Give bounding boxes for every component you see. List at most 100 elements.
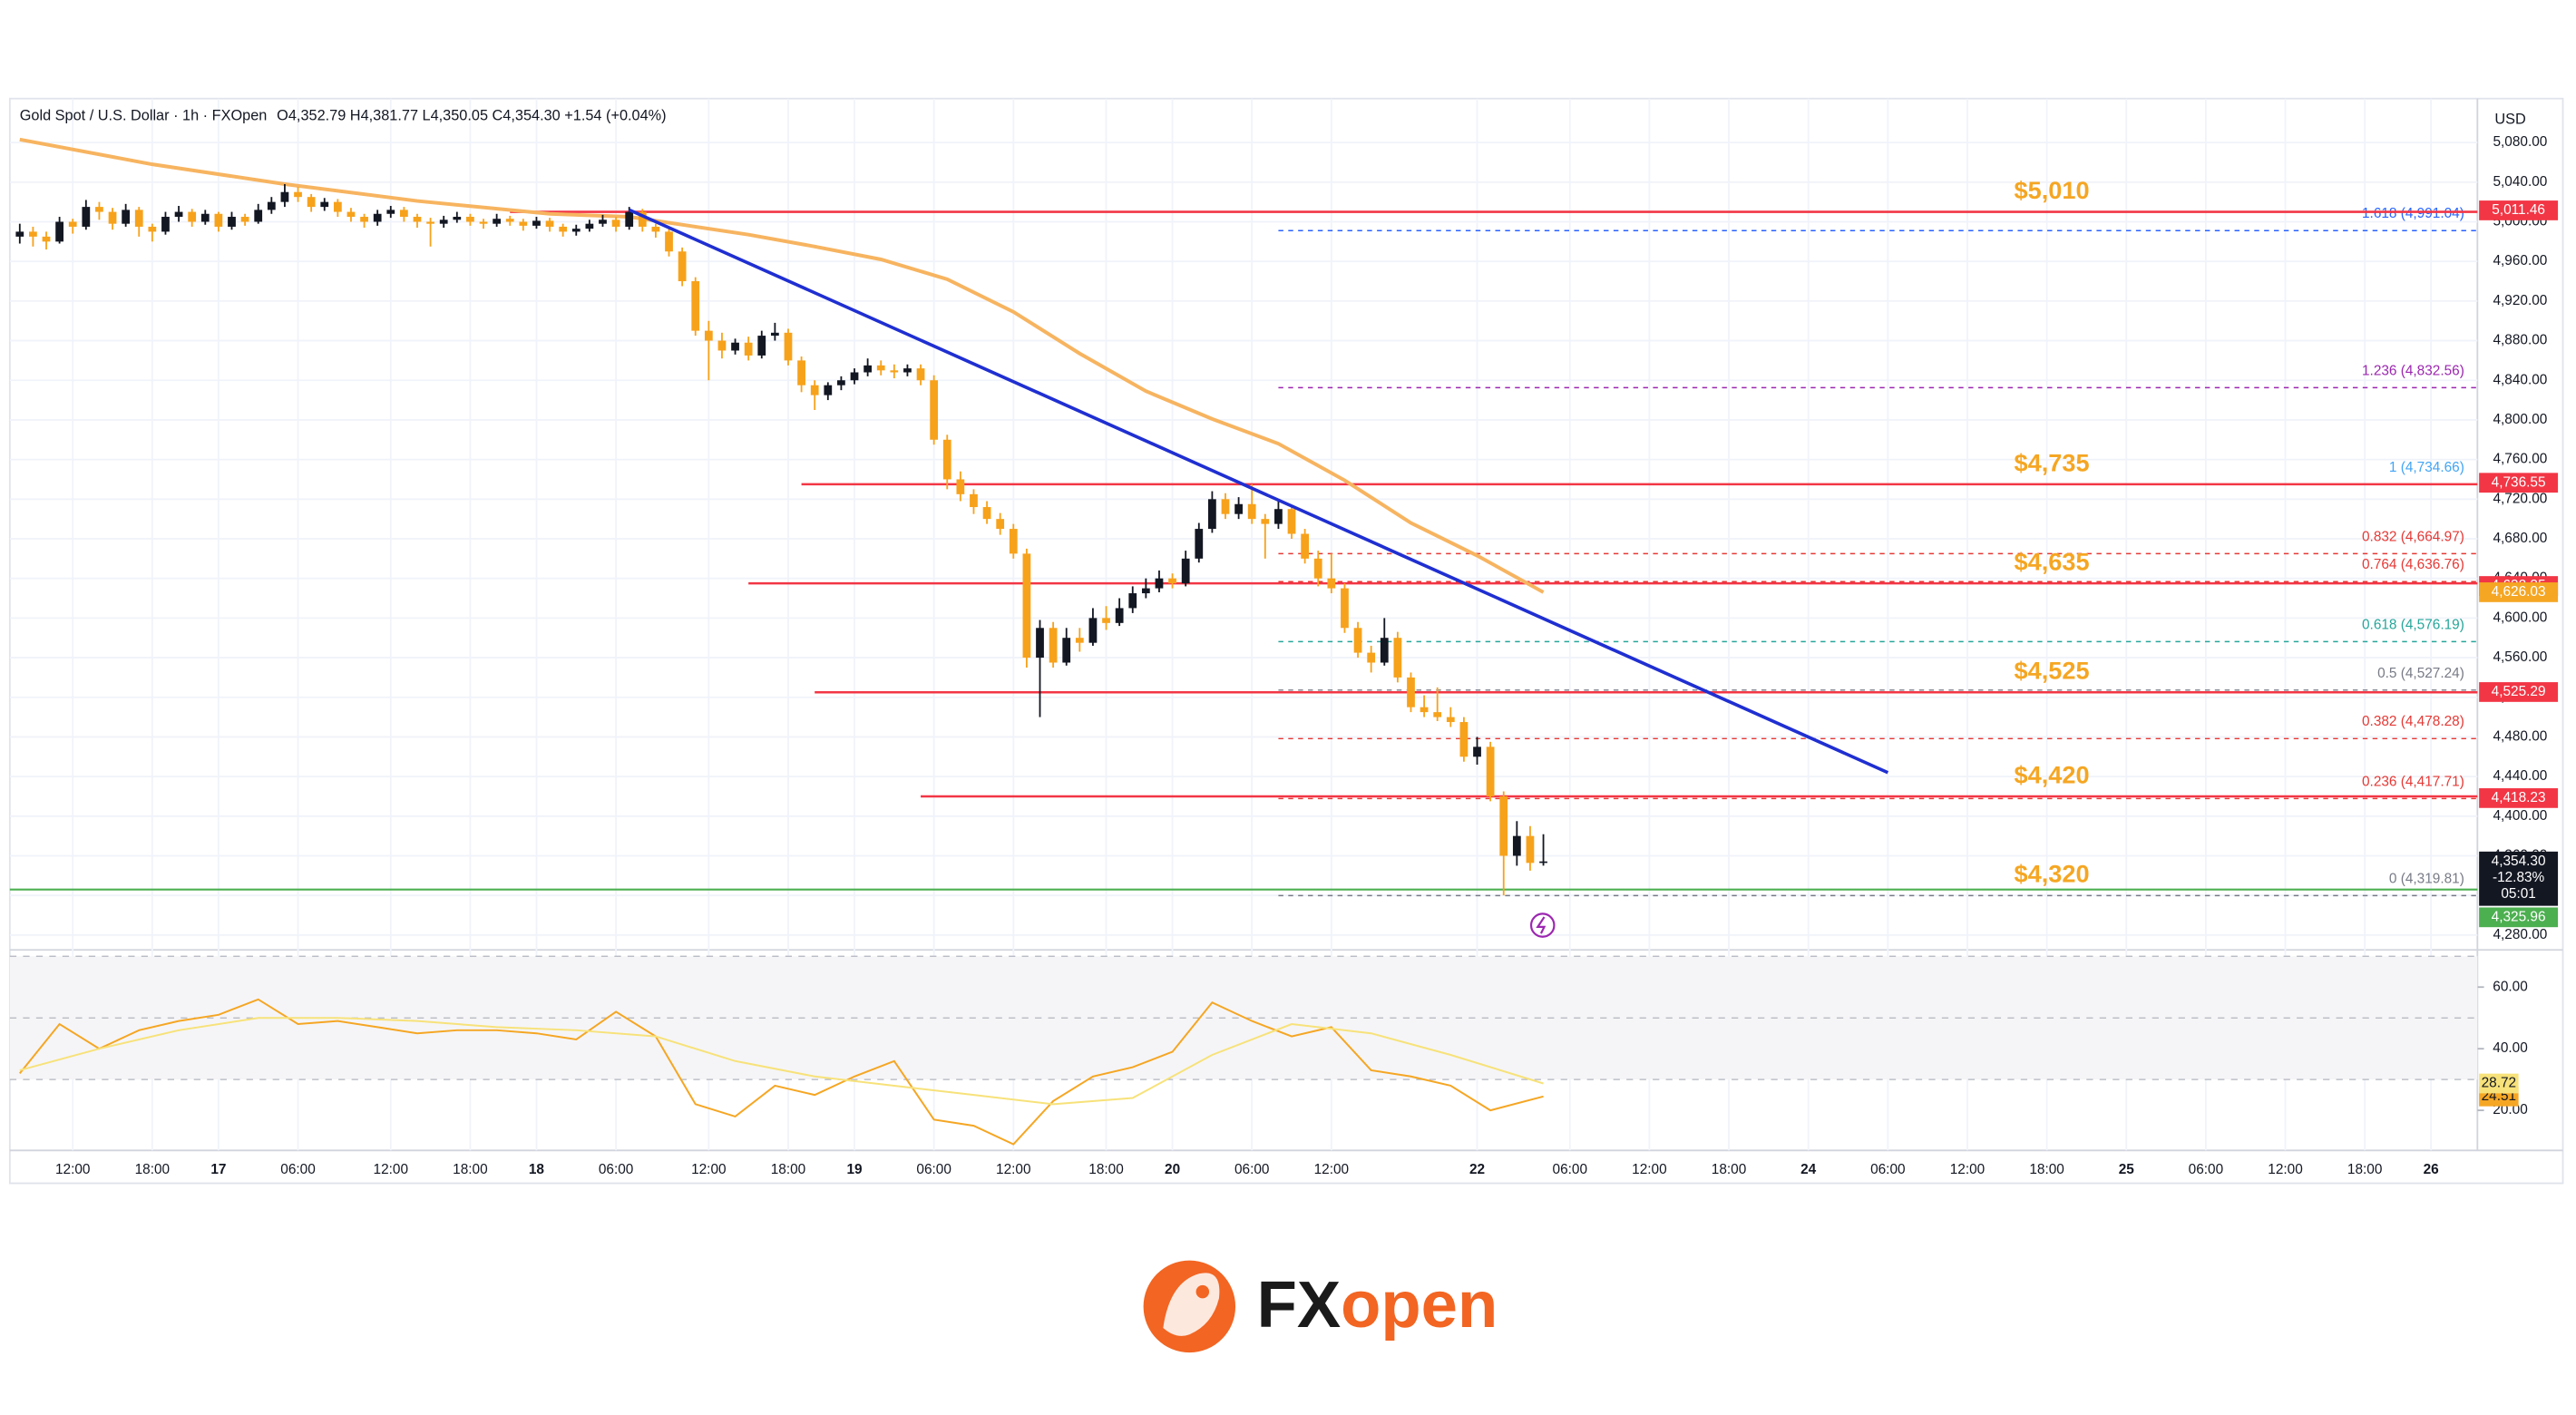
x-tick-label: 06:00 [280, 1162, 315, 1177]
candle-body [413, 217, 422, 222]
candle-body [1102, 618, 1110, 623]
x-tick-label: 06:00 [1234, 1162, 1269, 1177]
candle-body [916, 368, 925, 381]
fib-label: 0.764 (4,636.76) [2362, 557, 2464, 572]
countdown: 05:01 [2501, 886, 2535, 902]
candle-body [1353, 628, 1362, 653]
candle-body [757, 336, 766, 356]
fib-label: 0.5 (4,527.24) [2377, 666, 2464, 681]
x-tick-label: 12:00 [996, 1162, 1030, 1177]
candle-body [29, 231, 37, 237]
candle-body [108, 211, 117, 224]
candle-body [797, 360, 805, 385]
x-tick-label: 18:00 [453, 1162, 487, 1177]
support-tag [2479, 907, 2559, 928]
candle-body [1420, 707, 1429, 713]
candle-body [333, 201, 342, 212]
candle-body [1486, 747, 1495, 796]
candle-body [386, 210, 395, 214]
axes: 4,280.004,320.004,360.004,400.004,440.00… [55, 134, 2559, 1177]
candle-body [678, 251, 687, 282]
candle-body [307, 197, 316, 208]
candle-body [571, 229, 581, 232]
price-tag-label: 5,011.46 [2492, 202, 2545, 218]
candle-body [1088, 618, 1098, 643]
y-tick-label: 4,680.00 [2493, 531, 2547, 546]
price-tag-label: 4,626.03 [2492, 584, 2546, 600]
candle-body [1526, 835, 1535, 864]
candle-body [267, 201, 276, 210]
y-tick-label: 5,080.00 [2493, 134, 2547, 150]
candle-body [970, 493, 978, 508]
fib-label: 0.236 (4,417.71) [2362, 774, 2464, 789]
candle-body [1433, 712, 1442, 717]
currency: USD [2494, 112, 2525, 128]
candle-body [280, 191, 289, 202]
current-change: -12.83% [2493, 870, 2545, 885]
x-tick-label: 06:00 [1870, 1162, 1905, 1177]
candle-body [1115, 608, 1124, 623]
ohlc: O4,352.79 H4,381.77 L4,350.05 C4,354.30 … [277, 108, 666, 124]
price-tag-label: 4,736.55 [2492, 474, 2546, 490]
candle-body [1022, 553, 1031, 659]
price-tag [2479, 473, 2559, 493]
price-tag [2479, 200, 2559, 220]
candle-body [214, 213, 223, 227]
fib-label: 0.382 (4,478.28) [2362, 714, 2464, 729]
rsi-line [19, 1017, 1544, 1106]
x-tick-label: 17 [210, 1162, 226, 1177]
candle-body [188, 211, 197, 222]
x-tick-label: 12:00 [1314, 1162, 1349, 1177]
candle-body [400, 210, 408, 218]
candle-body [1274, 509, 1283, 524]
candle-body [770, 332, 779, 337]
candle-body [691, 281, 700, 331]
level-label: $4,735 [2015, 448, 2090, 476]
x-tick-label: 18:00 [135, 1162, 170, 1177]
candle-body [1313, 558, 1322, 579]
x-tick-label: 18:00 [2347, 1162, 2382, 1177]
candle-body [134, 210, 143, 227]
candle-body [1141, 588, 1150, 594]
fib-label: 0.618 (4,576.19) [2362, 617, 2464, 632]
candle-body [519, 221, 528, 226]
candle-body [161, 217, 170, 232]
candle-body [1407, 677, 1415, 708]
y-tick-label: 4,560.00 [2493, 649, 2547, 665]
candle-body [68, 221, 77, 227]
symbol: Gold Spot / U.S. Dollar · 1h · FXOpen [20, 108, 268, 124]
level-label: $4,420 [2015, 760, 2090, 788]
candle-body [876, 365, 885, 371]
price-tag [2479, 582, 2559, 602]
candle-body [625, 211, 634, 227]
candle-body [95, 207, 103, 212]
level-label: $4,320 [2015, 860, 2090, 888]
level-label: $4,635 [2015, 548, 2090, 576]
y-tick-label: 4,760.00 [2493, 452, 2547, 467]
candle-body [200, 213, 210, 222]
candle-body [930, 380, 939, 440]
x-tick-label: 06:00 [599, 1162, 633, 1177]
grid [9, 98, 2484, 1151]
candle-body [1539, 861, 1547, 864]
candle-body [82, 207, 91, 227]
candle-body [532, 220, 541, 226]
logo-fx: FX [1257, 1268, 1342, 1342]
candle-body [1221, 499, 1230, 514]
y-tick-label: 4,400.00 [2493, 808, 2547, 824]
candle-body [228, 217, 236, 227]
event-icon[interactable] [1529, 912, 1556, 938]
chart-frame [8, 97, 2564, 1185]
candle-body [55, 221, 63, 242]
current-price-tag [2479, 851, 2559, 906]
rsi-tick-label: 40.00 [2493, 1040, 2527, 1056]
x-tick-label: 12:00 [2268, 1162, 2302, 1177]
x-tick-label: 12:00 [55, 1162, 90, 1177]
candle-body [1380, 638, 1389, 663]
candle-body [1208, 499, 1216, 530]
candle-body [360, 217, 368, 222]
price-tag [2479, 788, 2559, 808]
fib-label: 1 (4,734.66) [2389, 460, 2464, 475]
candle-body [1393, 638, 1402, 678]
candle-body [1459, 722, 1469, 757]
